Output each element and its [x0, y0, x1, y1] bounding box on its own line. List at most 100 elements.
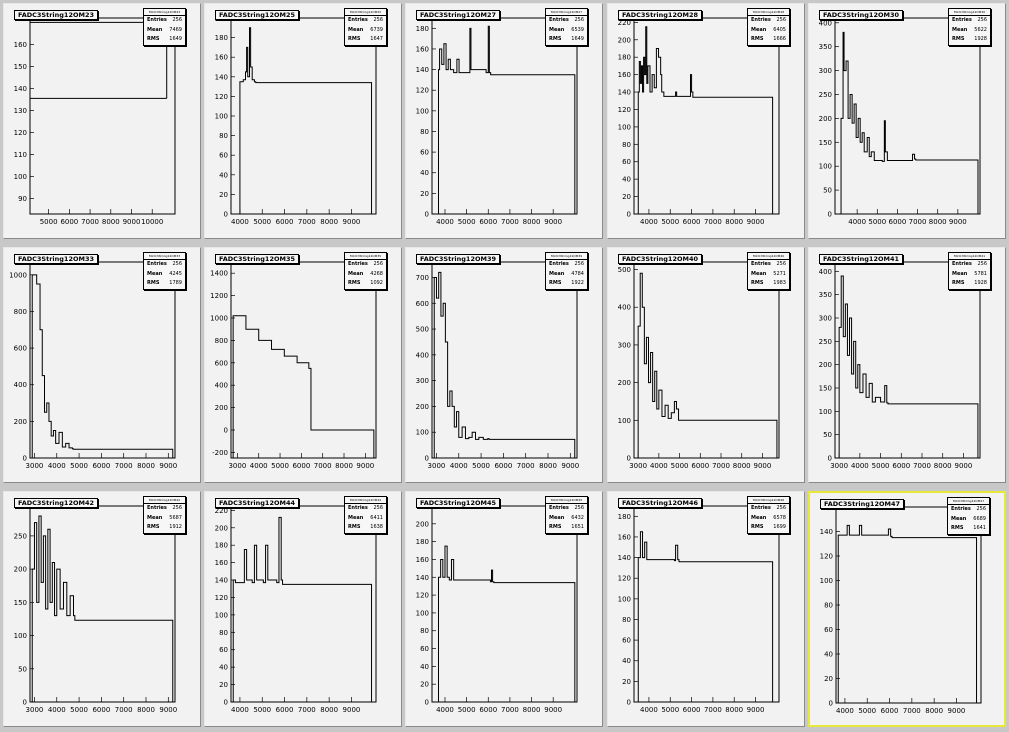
stats-row: Mean 5622 [949, 26, 990, 36]
histogram-pad[interactable]: 0 50 100 150 200 250 300 350 400 4000 5000 6000 7000… [808, 3, 1006, 239]
histogram-title: FADC3String12OM27 [416, 10, 500, 20]
y-tick-label: 180 [618, 513, 631, 521]
x-tick-label: 8000 [934, 462, 952, 470]
histogram-pad[interactable]: 0 50 100 150 200 250 300 350 400 3000 4000 5000 6000… [808, 247, 1006, 483]
y-tick-label: 100 [215, 611, 228, 619]
y-tick-label: 80 [622, 616, 631, 624]
x-tick-label: 6000 [889, 218, 907, 226]
stats-key: Entries [952, 261, 972, 267]
stats-row: Mean 5271 [748, 270, 789, 280]
histogram-pad[interactable]: 0 20 40 60 80 100 120 140 160 180 200 220 4000 5000 60… [607, 3, 805, 239]
y-tick-label: 140 [215, 73, 228, 81]
y-tick-label: 50 [823, 431, 832, 439]
y-tick-label: 140 [14, 85, 27, 93]
y-tick-label: 160 [618, 533, 631, 541]
stats-header: FADC3String12OM40 [748, 253, 789, 260]
histogram-pad[interactable]: 0 100 200 300 400 500 600 700 3000 4000 5000 6000 70… [405, 247, 603, 483]
x-tick-label: 6000 [479, 218, 497, 226]
stats-key: Entries [751, 505, 771, 511]
stats-row: Entries 256 [546, 504, 587, 514]
y-tick-label: 220 [215, 507, 228, 515]
stats-key: RMS [348, 280, 361, 286]
stats-row: Mean 6411 [345, 514, 386, 524]
histogram-plot: 0 50 100 150 200 250 300 350 400 3000 4000 5000 6000… [819, 261, 981, 470]
histogram-pad[interactable]: 0 20 40 60 80 100 120 140 160 180 4000 5000 6000 7000… [405, 3, 603, 239]
stats-row: Mean 4268 [345, 270, 386, 280]
y-tick-label: 150 [14, 63, 27, 71]
stats-key: RMS [549, 280, 562, 286]
x-tick-label: 5000 [70, 706, 88, 714]
y-tick-label: 40 [420, 663, 429, 671]
stats-value: 256 [976, 506, 986, 512]
histogram-pad[interactable]: -200 0 200 400 600 800 1000 1200 1400 3000 4000 500… [204, 247, 402, 483]
histogram-pad[interactable]: 0 50 100 150 200 250 3000 4000 5000 6000 7000 8000 9… [3, 491, 201, 727]
y-tick-label: 350 [819, 291, 832, 299]
plot-frame [431, 505, 578, 703]
y-tick-label: 100 [618, 417, 631, 425]
stats-value: 256 [977, 17, 987, 23]
x-tick-label: 6000 [92, 462, 110, 470]
stats-key: Mean [147, 270, 163, 277]
y-tick-label: 40 [219, 171, 228, 179]
y-tick-label: 1400 [210, 270, 228, 278]
stats-row: Mean 5781 [949, 270, 990, 280]
stats-row: RMS 1789 [144, 279, 185, 289]
y-tick-label: 180 [416, 538, 429, 546]
plot-frame [29, 17, 176, 215]
x-tick-label: 7000 [314, 462, 332, 470]
x-tick-label: 7000 [298, 706, 316, 714]
y-tick-label: 60 [219, 152, 228, 160]
y-tick-label: 0 [425, 211, 429, 219]
x-tick-label: 9000 [747, 706, 765, 714]
x-tick-label: 5000 [70, 462, 88, 470]
stats-row: Entries 256 [144, 260, 185, 270]
stats-row: RMS 1912 [144, 523, 185, 533]
x-tick-label: 4000 [231, 706, 249, 714]
y-tick-label: 100 [820, 577, 833, 585]
histogram-title: FADC3String12OM44 [215, 498, 299, 508]
plot-frame [835, 506, 982, 704]
x-tick-label: 9000 [955, 462, 973, 470]
plot-frame [29, 505, 176, 703]
x-tick-label: 8000 [523, 218, 541, 226]
histogram-pad[interactable]: 0 20 40 60 80 100 120 140 160 180 4000 5000 6000 7000… [607, 491, 805, 727]
stats-row: Entries 256 [748, 260, 789, 270]
stats-box: FADC3String12OM40 Entries 256 Mean 5271 RMS 19… [747, 252, 790, 290]
histogram-pad[interactable]: 90 100 110 120 130 140 150 160 5000 6000 7000 8000 9… [3, 3, 201, 239]
y-tick-label: 300 [416, 377, 429, 385]
histogram-pad[interactable]: 0204060801001201401601802004000500060007… [204, 3, 402, 239]
x-tick-label: 5000 [661, 706, 679, 714]
y-tick-label: 180 [215, 542, 228, 550]
stats-key: Entries [951, 506, 971, 512]
stats-value: 1928 [974, 280, 987, 286]
stats-value: 6432 [571, 514, 584, 521]
x-tick-label: 4000 [851, 462, 869, 470]
histogram-title: FADC3String12OM28 [618, 10, 702, 20]
histogram-title: FADC3String12OM41 [819, 254, 903, 264]
histogram-pad[interactable]: 0 200 400 600 800 1000 3000 4000 5000 6000 7000 800… [3, 247, 201, 483]
y-tick-label: 140 [416, 574, 429, 582]
x-tick-label: 5000 [458, 706, 476, 714]
x-tick-label: 4000 [650, 462, 668, 470]
y-tick-label: 600 [14, 345, 27, 353]
stats-key: RMS [751, 524, 764, 530]
stats-value: 1983 [773, 280, 786, 286]
series-line [637, 272, 778, 458]
y-tick-label: 130 [14, 107, 27, 115]
y-tick-label: 20 [420, 190, 429, 198]
stats-row: RMS 1928 [949, 279, 990, 289]
y-tick-label: 0 [23, 699, 27, 707]
stats-key: Mean [348, 514, 364, 521]
histogram-pad[interactable]: 0 100 200 300 400 500 3000 4000 5000 6000 7000 8000… [607, 247, 805, 483]
y-tick-label: 120 [416, 87, 429, 95]
histogram-pad[interactable]: 0 20 40 60 80 100 120 140 4000 5000 6000 7000 8000 90… [808, 491, 1006, 727]
x-tick-label: 8000 [523, 706, 541, 714]
histogram-plot: -200 0 200 400 600 800 1000 1200 1400 3000 4000 500… [210, 261, 377, 470]
stats-box: FADC3String12OM28 Entries 256 Mean 6405 RMS 16… [747, 8, 790, 46]
histogram-pad[interactable]: 0 20 40 60 80 100 120 140 160 180 200 220 4000 5000 60… [204, 491, 402, 727]
x-tick-label: 5000 [868, 218, 886, 226]
stats-row: Mean 6539 [546, 26, 587, 36]
x-tick-label: 4000 [48, 706, 66, 714]
stats-header: FADC3String12OM42 [144, 497, 185, 504]
